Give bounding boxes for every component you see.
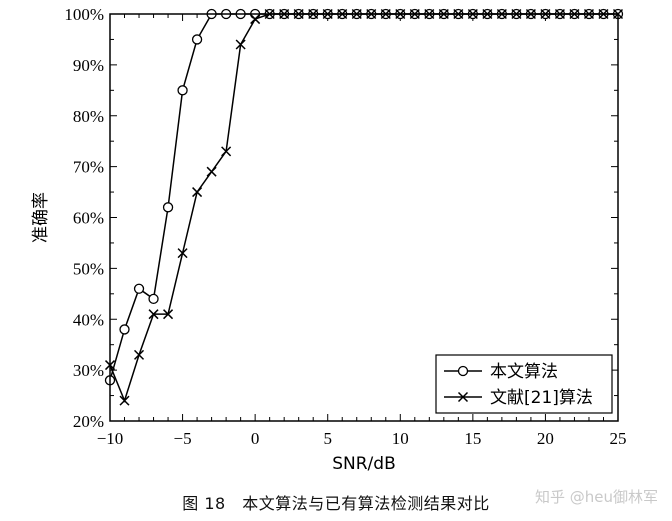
x-tick-label: −10 <box>97 429 124 448</box>
data-point <box>192 187 203 198</box>
series-2 <box>104 8 624 406</box>
watermark: 知乎 @heu御林军 <box>534 488 658 506</box>
x-tick-label: 10 <box>392 429 409 448</box>
legend-label: 本文算法 <box>490 362 558 382</box>
data-point <box>162 202 174 213</box>
data-point <box>133 283 145 294</box>
y-tick-label: 60% <box>73 209 104 228</box>
figure-caption: 图 18 本文算法与已有算法检测结果对比 <box>182 494 490 513</box>
y-tick-labels: 20% 30% 40% 50% 60% 70% 80% 90% 100% <box>64 5 104 431</box>
x-tick-label: 0 <box>251 429 260 448</box>
legend-box <box>435 354 613 414</box>
data-point <box>206 166 217 177</box>
data-point <box>133 349 145 360</box>
data-point <box>119 324 130 335</box>
series-line <box>109 13 618 381</box>
legend-label: 文献[21]算法 <box>490 388 593 408</box>
y-tick-label: 90% <box>73 56 104 75</box>
data-point <box>148 309 159 320</box>
x-tick-label: 25 <box>610 429 627 448</box>
data-point <box>177 85 188 96</box>
legend-item: 本文算法 <box>444 362 558 382</box>
x-tick-label: −5 <box>174 429 192 448</box>
data-point <box>177 248 188 259</box>
data-point <box>457 391 469 403</box>
series-1 <box>104 8 624 386</box>
x-tick-label: 15 <box>464 429 481 448</box>
x-tick-labels: −10 −5 0 5 10 15 20 25 <box>97 429 627 448</box>
plot-frame <box>109 13 619 422</box>
y-tick-label: 40% <box>73 310 104 329</box>
series-line <box>109 13 618 403</box>
data-point <box>250 14 261 25</box>
data-point <box>148 293 159 305</box>
y-tick-label: 50% <box>73 259 104 278</box>
x-axis-label: SNR/dB <box>332 454 396 474</box>
y-tick-label: 70% <box>73 158 104 177</box>
data-point <box>221 146 232 157</box>
series-layer <box>104 8 624 406</box>
data-point <box>235 39 246 50</box>
x-tick-label: 5 <box>323 429 332 448</box>
data-point <box>119 395 130 406</box>
data-point <box>163 309 174 320</box>
y-tick-label: 30% <box>73 361 104 380</box>
chart: −10 −5 0 5 10 15 20 25 20% 30% 40% 50% 60% 70% 80% 90%… <box>31 5 627 474</box>
y-axis-label: 准确率 <box>31 192 51 243</box>
y-tick-label: 80% <box>73 107 104 126</box>
y-tick-label: 20% <box>73 412 104 431</box>
y-tick-label: 100% <box>64 5 104 24</box>
legend-item: 文献[21]算法 <box>444 388 593 408</box>
data-point <box>191 34 203 45</box>
x-tick-label: 20 <box>537 429 554 448</box>
data-point <box>457 365 469 377</box>
